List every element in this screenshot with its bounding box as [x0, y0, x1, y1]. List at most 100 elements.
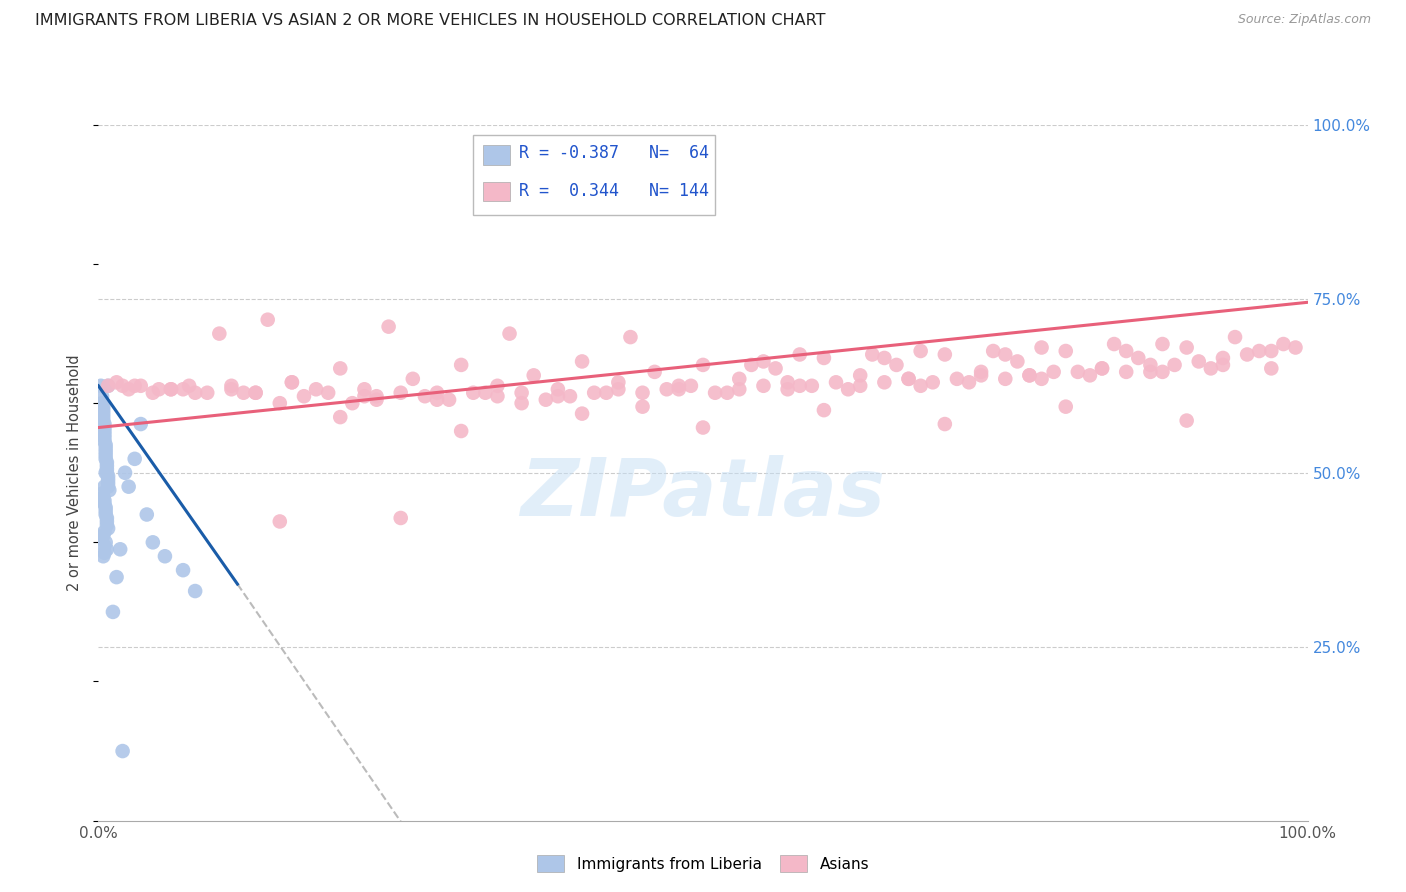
Point — [886, 358, 908, 372]
Point — [789, 347, 811, 361]
Point — [1018, 368, 1040, 383]
Point — [800, 378, 823, 392]
Point — [91, 410, 114, 425]
Point — [595, 385, 617, 400]
Point — [510, 396, 533, 410]
Point — [910, 343, 932, 358]
Point — [96, 511, 118, 525]
Point — [1139, 365, 1161, 379]
Point — [93, 546, 115, 560]
Point — [94, 535, 117, 549]
Point — [94, 504, 117, 518]
Point — [740, 358, 762, 372]
Point — [93, 427, 115, 442]
Point — [93, 524, 115, 539]
Point — [1188, 354, 1211, 368]
Point — [96, 515, 118, 529]
Point — [849, 378, 872, 392]
Point — [1199, 361, 1222, 376]
Point — [655, 382, 678, 396]
Point — [91, 389, 114, 403]
Point — [1018, 368, 1040, 383]
Point — [353, 382, 375, 396]
Point — [94, 508, 117, 522]
Text: IMMIGRANTS FROM LIBERIA VS ASIAN 2 OR MORE VEHICLES IN HOUSEHOLD CORRELATION CHA: IMMIGRANTS FROM LIBERIA VS ASIAN 2 OR MO… — [35, 13, 825, 29]
Point — [91, 414, 114, 428]
Point — [305, 382, 328, 396]
Point — [366, 389, 388, 403]
Point — [353, 389, 375, 403]
Point — [752, 378, 775, 392]
Point — [607, 376, 630, 390]
Point — [94, 438, 117, 452]
Point — [583, 385, 606, 400]
Point — [142, 535, 165, 549]
Point — [789, 378, 811, 392]
FancyBboxPatch shape — [474, 136, 716, 215]
Point — [292, 389, 315, 403]
Point — [571, 354, 593, 368]
Point — [450, 424, 472, 438]
Point — [1091, 361, 1114, 376]
Point — [934, 347, 956, 361]
Point — [1054, 343, 1077, 358]
Point — [837, 382, 859, 396]
Point — [96, 517, 118, 532]
Point — [93, 434, 115, 449]
Point — [221, 378, 243, 392]
Point — [510, 385, 533, 400]
Point — [679, 378, 702, 392]
Point — [1139, 358, 1161, 372]
Point — [813, 351, 835, 365]
Point — [91, 486, 114, 500]
Point — [93, 424, 115, 438]
Point — [108, 542, 131, 557]
Point — [329, 361, 352, 376]
Point — [118, 382, 141, 396]
Point — [245, 385, 267, 400]
Point — [716, 385, 738, 400]
Point — [1102, 337, 1125, 351]
Point — [179, 378, 201, 392]
Point — [172, 382, 194, 396]
Point — [90, 378, 112, 392]
Point — [1054, 400, 1077, 414]
Point — [97, 378, 120, 392]
Point — [1175, 341, 1198, 355]
Point — [111, 378, 134, 392]
Point — [860, 347, 883, 361]
Point — [232, 385, 254, 400]
Point — [426, 385, 449, 400]
Point — [1236, 347, 1258, 361]
Point — [94, 451, 117, 466]
Point — [1284, 341, 1306, 355]
Point — [668, 378, 690, 392]
Point — [184, 584, 207, 599]
Point — [474, 385, 496, 400]
Point — [160, 382, 183, 396]
Text: R =  0.344   N= 144: R = 0.344 N= 144 — [519, 182, 709, 200]
Point — [644, 365, 666, 379]
Point — [1152, 365, 1174, 379]
Point — [523, 368, 546, 383]
Point — [91, 528, 114, 542]
Point — [93, 417, 115, 431]
Point — [534, 392, 557, 407]
Point — [558, 389, 581, 403]
Point — [1260, 343, 1282, 358]
Point — [957, 376, 980, 390]
Point — [1115, 343, 1137, 358]
Point — [934, 417, 956, 431]
Point — [413, 389, 436, 403]
Point — [96, 455, 118, 469]
Legend: Immigrants from Liberia, Asians: Immigrants from Liberia, Asians — [529, 847, 877, 880]
Point — [704, 385, 727, 400]
Point — [184, 385, 207, 400]
Point — [94, 466, 117, 480]
Point — [96, 542, 118, 557]
Text: Source: ZipAtlas.com: Source: ZipAtlas.com — [1237, 13, 1371, 27]
Point — [93, 497, 115, 511]
Point — [129, 417, 152, 431]
Point — [98, 483, 121, 498]
Point — [96, 458, 118, 473]
